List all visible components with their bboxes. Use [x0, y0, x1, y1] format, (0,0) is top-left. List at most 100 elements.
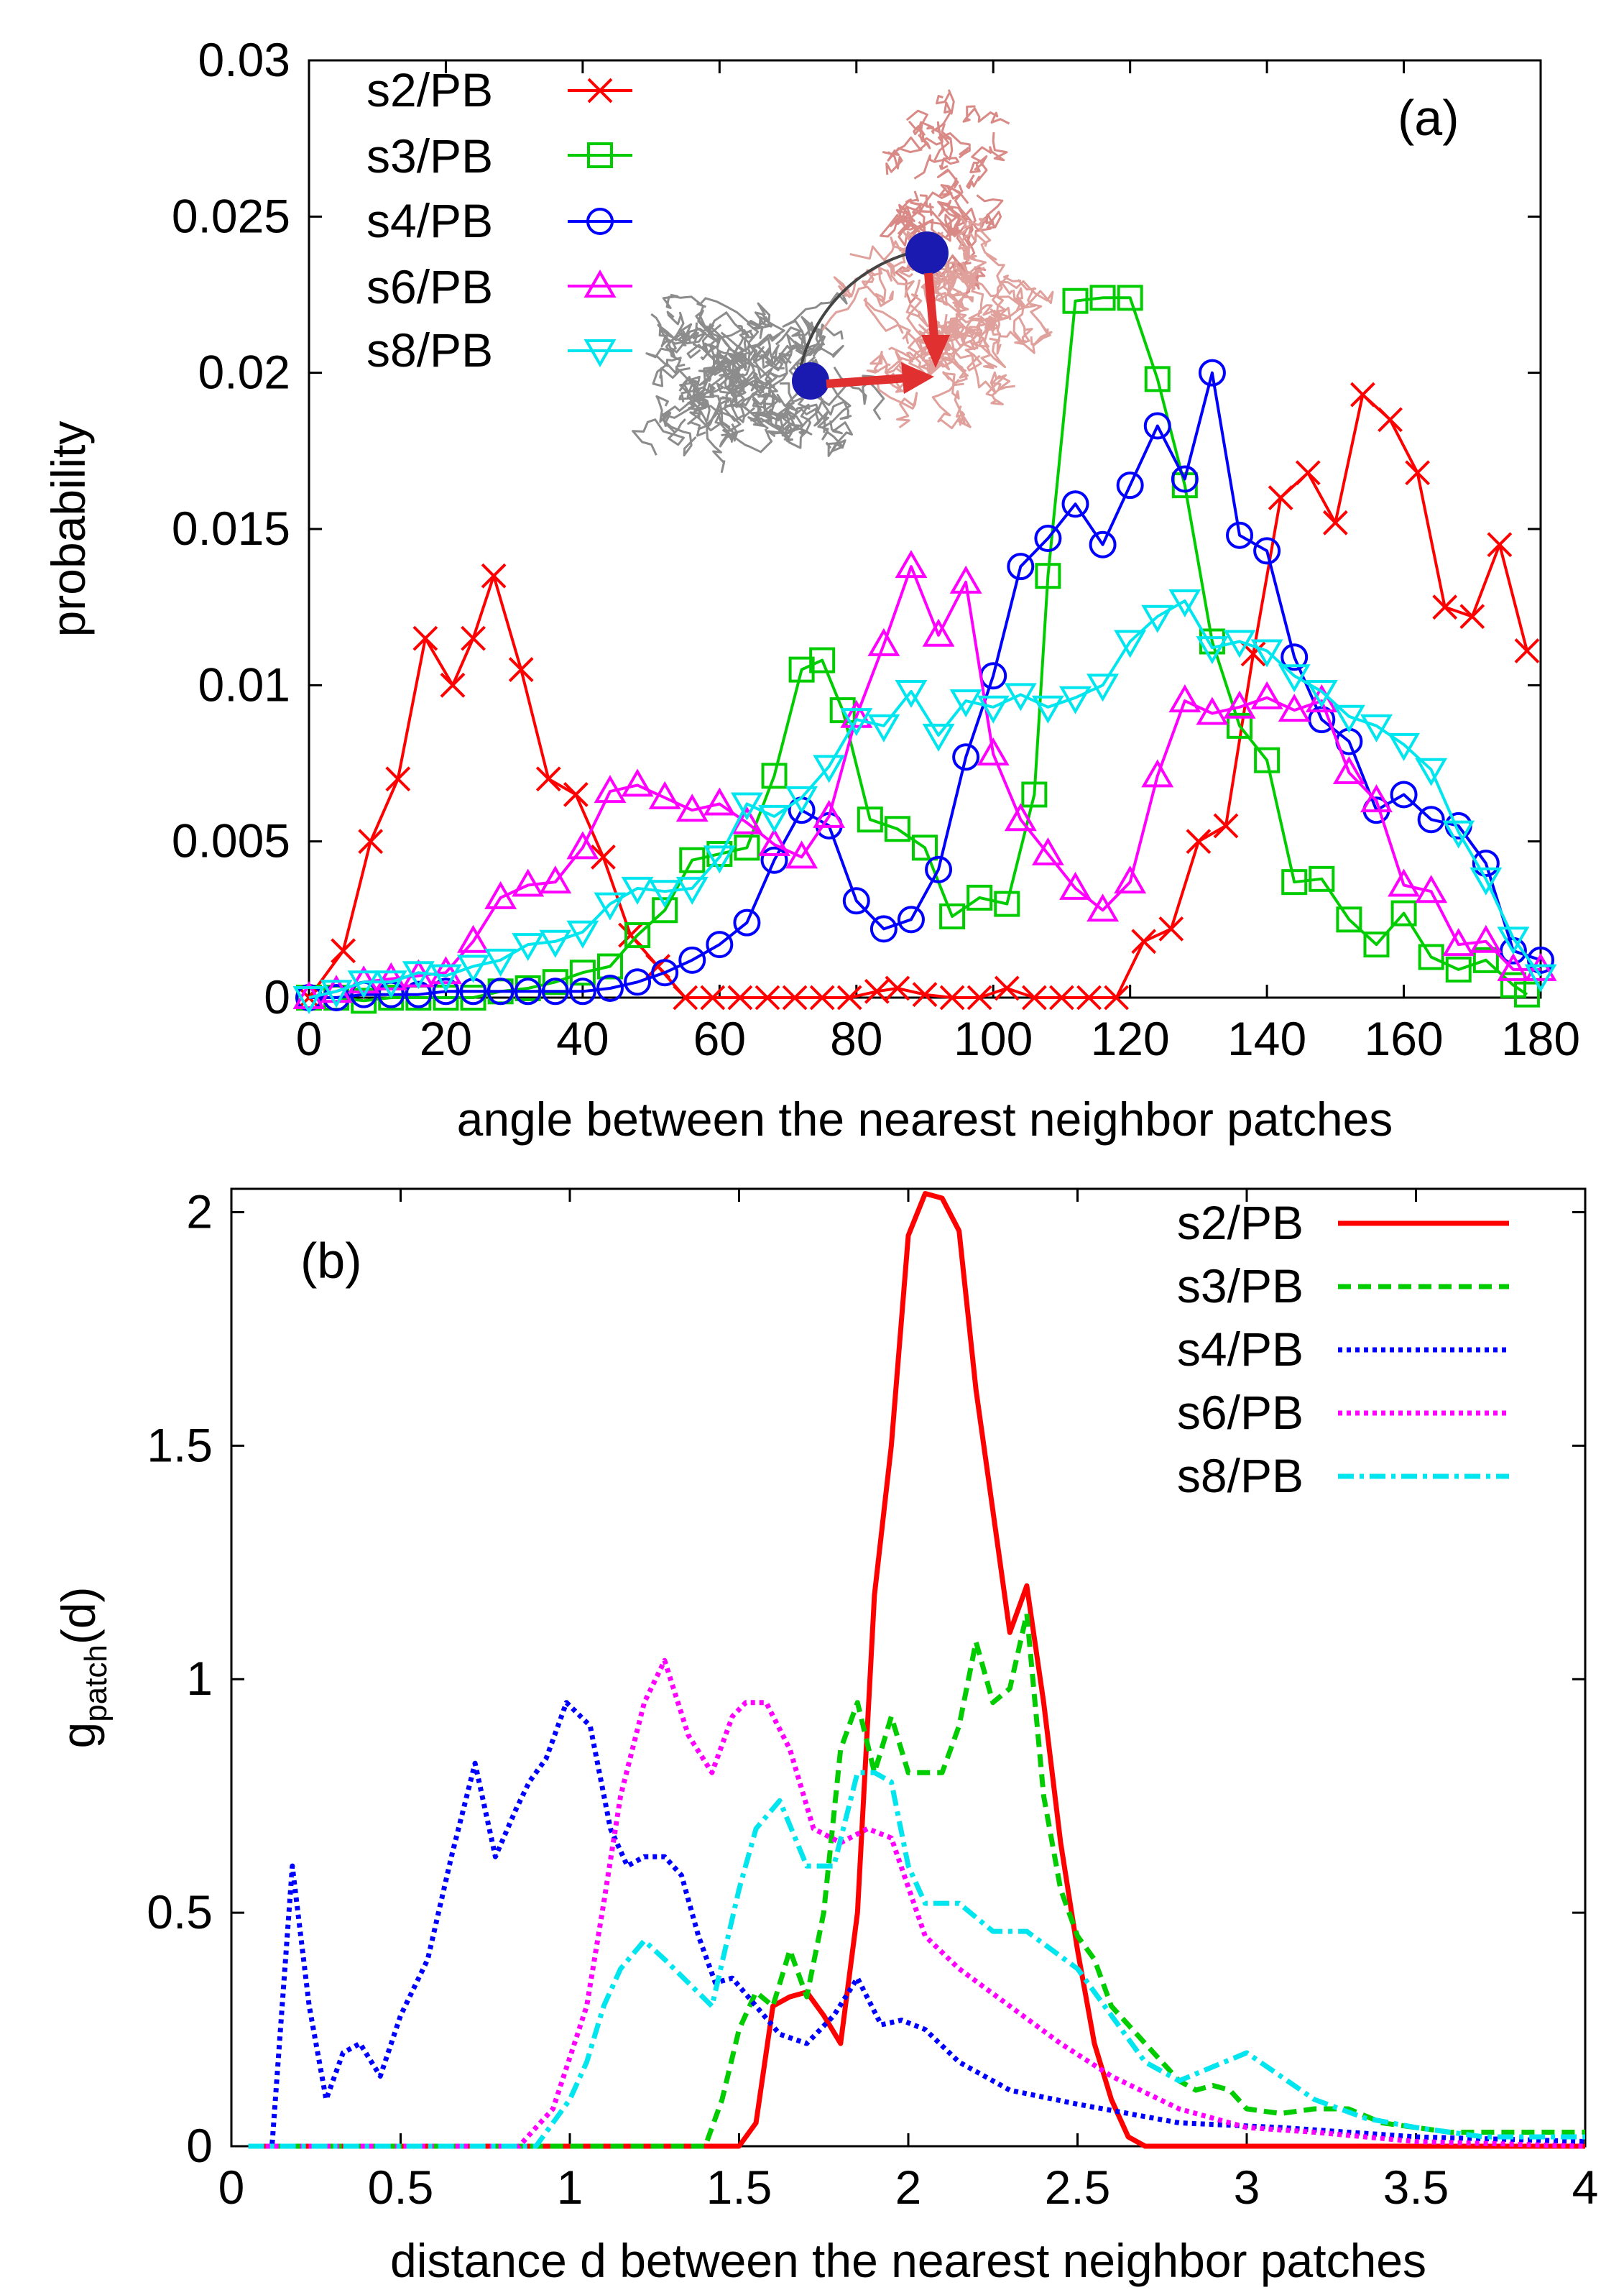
- grey-polymer-chain: [678, 376, 724, 413]
- data-point: [1089, 530, 1117, 558]
- data-point: [1031, 837, 1064, 866]
- legend-a-s3-label: s3/PB: [366, 129, 493, 183]
- legend-b-s8-label: s8/PB: [1177, 1449, 1304, 1502]
- y-tick-label: 2: [186, 1185, 213, 1238]
- x-tick-label: 20: [420, 1012, 472, 1065]
- inset-patch-top: [905, 231, 949, 275]
- data-point: [1007, 553, 1035, 581]
- pink-polymer-chain: [985, 371, 1015, 405]
- data-point: [897, 906, 925, 934]
- series-line: [308, 393, 1528, 999]
- data-point: [809, 985, 835, 1011]
- data-point: [1363, 932, 1390, 958]
- pink-polymer-chain: [895, 350, 937, 375]
- data-point: [1278, 694, 1311, 722]
- data-point: [809, 647, 836, 673]
- data-point: [758, 804, 790, 833]
- pink-polymer-chain: [942, 371, 966, 425]
- data-point: [1031, 695, 1064, 724]
- data-point: [1086, 673, 1120, 702]
- legend-a-key-marker: [586, 208, 614, 235]
- data-point: [1035, 563, 1061, 589]
- data-point: [1278, 664, 1311, 693]
- grey-particle-inset: [632, 292, 885, 474]
- data-point: [949, 565, 982, 594]
- data-point: [1390, 900, 1417, 926]
- data-point: [700, 985, 726, 1011]
- inset-patch-left: [792, 362, 829, 400]
- x-tick-label: 160: [1364, 1012, 1443, 1065]
- data-point: [785, 840, 818, 869]
- data-point: [594, 892, 627, 921]
- data-point: [1524, 964, 1557, 993]
- data-point: [1470, 867, 1503, 896]
- grey-polymer-chain: [747, 333, 783, 367]
- data-point: [895, 680, 928, 709]
- data-point: [1497, 952, 1530, 981]
- panel-a-legend: s2/PB s3/PB s4/PB s6/PB s8/PB: [366, 63, 632, 377]
- data-point: [1059, 871, 1092, 900]
- grey-polymer-chain: [705, 329, 755, 377]
- inset-angle-arc: [798, 250, 917, 376]
- legend-b-s3-label: s3/PB: [1177, 1259, 1304, 1312]
- legend-a-key-marker: [583, 339, 617, 368]
- grey-polymer-chain: [652, 362, 691, 387]
- data-point: [925, 855, 953, 883]
- data-point: [566, 831, 599, 860]
- grey-polymer-chain: [719, 423, 773, 454]
- data-point: [922, 723, 955, 752]
- pink-polymer-chain: [882, 236, 913, 270]
- data-point: [1514, 638, 1540, 663]
- y-tick-label: 0.01: [198, 658, 290, 711]
- legend-a-s8-label: s8/PB: [366, 323, 493, 377]
- data-point: [1186, 829, 1212, 855]
- data-point: [1268, 485, 1293, 510]
- pink-polymer-chain: [971, 132, 1008, 171]
- data-point: [566, 920, 599, 949]
- data-point: [512, 933, 545, 962]
- y-tick-label: 1: [186, 1652, 213, 1705]
- pink-polymer-chain: [863, 298, 911, 340]
- x-tick-label: 60: [693, 1012, 746, 1065]
- inset-vector-left: [826, 374, 908, 388]
- x-tick-label: 4: [1572, 2161, 1599, 2214]
- data-point: [840, 699, 873, 728]
- grey-polymer-chain: [723, 347, 751, 379]
- pink-polymer-chain: [1017, 279, 1053, 346]
- pink-polymer-chain: [962, 105, 1010, 125]
- data-point: [591, 844, 616, 870]
- data-point: [1049, 985, 1074, 1011]
- data-point: [1250, 639, 1283, 668]
- data-point: [542, 969, 568, 995]
- panel-b-label: (b): [300, 1233, 362, 1289]
- data-point: [1445, 956, 1472, 983]
- grey-polymer-chain: [655, 395, 697, 456]
- data-point: [813, 799, 846, 828]
- series-line: [248, 1700, 1586, 2149]
- series-line: [248, 1611, 1585, 2149]
- pink-polymer-chain: [966, 159, 988, 190]
- data-point: [761, 763, 788, 789]
- data-point: [541, 978, 569, 1006]
- data-point: [1415, 758, 1448, 786]
- y-label-tail: (d): [52, 1586, 105, 1645]
- x-tick-label: 100: [954, 1012, 1033, 1065]
- data-point: [292, 986, 326, 1015]
- data-point: [651, 959, 679, 987]
- data-point: [994, 975, 1020, 1001]
- data-point: [1442, 928, 1475, 957]
- data-point: [486, 978, 515, 1006]
- series-line: [248, 1770, 1585, 2149]
- data-point: [1116, 472, 1144, 500]
- data-point: [596, 953, 623, 980]
- inset-vector-top: [924, 272, 938, 339]
- data-point: [621, 876, 654, 905]
- data-point: [1254, 747, 1281, 773]
- data-point: [840, 708, 873, 737]
- series-s2-pb: [296, 382, 1540, 1011]
- series-s4-pb: [295, 359, 1554, 1011]
- data-point: [678, 946, 706, 974]
- data-point: [912, 834, 938, 861]
- panel-a-y-axis-label: probability: [42, 421, 95, 638]
- data-point: [1281, 869, 1308, 896]
